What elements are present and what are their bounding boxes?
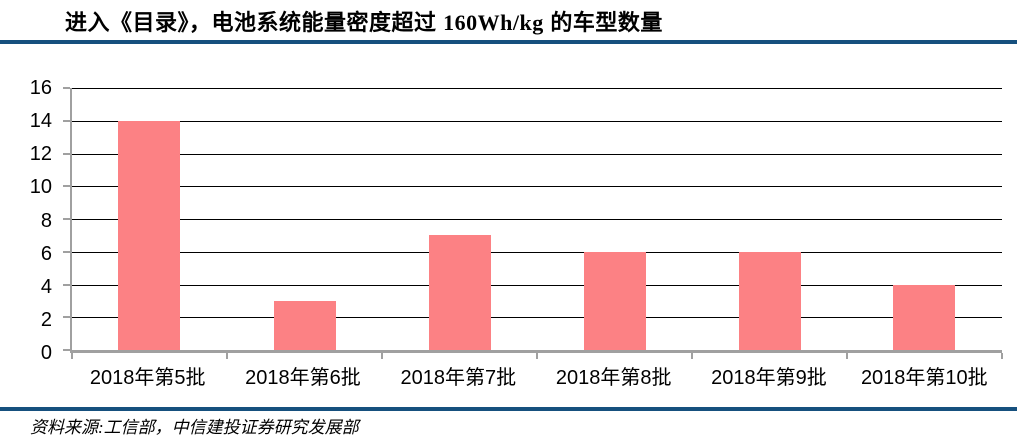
x-axis-tick-label: 2018年第6批 (245, 367, 361, 389)
title-divider (0, 40, 1017, 44)
y-axis-tick-label: 14 (29, 110, 52, 133)
y-axis-tick-label: 6 (40, 242, 52, 265)
x-axis-tick (71, 353, 73, 359)
bar (273, 300, 336, 350)
y-axis-tick (63, 87, 70, 89)
x-axis-tick-label: 2018年第9批 (711, 367, 827, 389)
bar (893, 284, 956, 350)
chart-title-prefix: 进入《目录》，电池系统能量密度超过 (65, 10, 444, 35)
bar (738, 251, 801, 350)
x-axis-tick (1001, 353, 1003, 359)
y-axis-tick (63, 152, 70, 155)
y-axis-tick-label: 2 (40, 308, 52, 331)
y-axis-tick (63, 349, 70, 351)
y-axis-tick (63, 119, 70, 122)
footer-divider (0, 407, 1017, 411)
gridline (72, 153, 1002, 155)
gridline (72, 284, 1002, 286)
y-axis-tick (63, 283, 70, 286)
y-axis-tick (63, 316, 70, 319)
x-axis-tick-label: 2018年第10批 (860, 367, 988, 389)
y-axis-tick-label: 16 (29, 77, 52, 99)
x-axis-tick-label: 2018年第7批 (400, 367, 517, 389)
x-axis-tick-label: 2018年第8批 (555, 367, 672, 389)
gridline (72, 251, 1002, 253)
y-axis-tick-label: 4 (40, 275, 52, 298)
gridline (72, 88, 1002, 89)
y-axis-tick (63, 250, 70, 253)
bar (583, 251, 646, 350)
y-axis-tick-label: 8 (40, 209, 52, 232)
x-axis-tick (380, 353, 383, 359)
x-axis-labels: 2018年第5批 2018年第6批 2018年第7批 2018年第8批 2018年第9批… (70, 361, 1002, 389)
x-axis-tick (690, 353, 693, 359)
gridline (72, 186, 1002, 188)
y-axis-tick (63, 185, 70, 188)
x-axis-tick (225, 353, 228, 359)
gridline (72, 219, 1002, 220)
x-axis-tick (536, 353, 538, 359)
chart-title: 进入《目录》，电池系统能量密度超过 160Wh/kg 的车型数量 (65, 5, 663, 37)
chart-title-measure: 160Wh/kg (443, 10, 544, 35)
bar (118, 120, 181, 350)
y-axis-tick (63, 218, 70, 220)
y-axis-tick-label: 0 (40, 342, 52, 364)
x-axis-tick (846, 353, 848, 359)
y-axis-tick-label: 12 (29, 143, 52, 166)
chart-title-suffix: 的车型数量 (543, 10, 663, 35)
gridline (72, 317, 1002, 319)
x-axis-tick-label: 2018年第5批 (89, 367, 206, 389)
bar (428, 235, 491, 350)
y-axis-tick-label: 10 (29, 176, 52, 199)
source-note: 资料来源:工信部，中信建投证券研究发展部 (30, 418, 359, 437)
plot-area (63, 87, 1003, 359)
gridline (72, 120, 1002, 122)
y-axis-labels: 0 2 4 6 8 10 12 14 16 (0, 78, 60, 363)
